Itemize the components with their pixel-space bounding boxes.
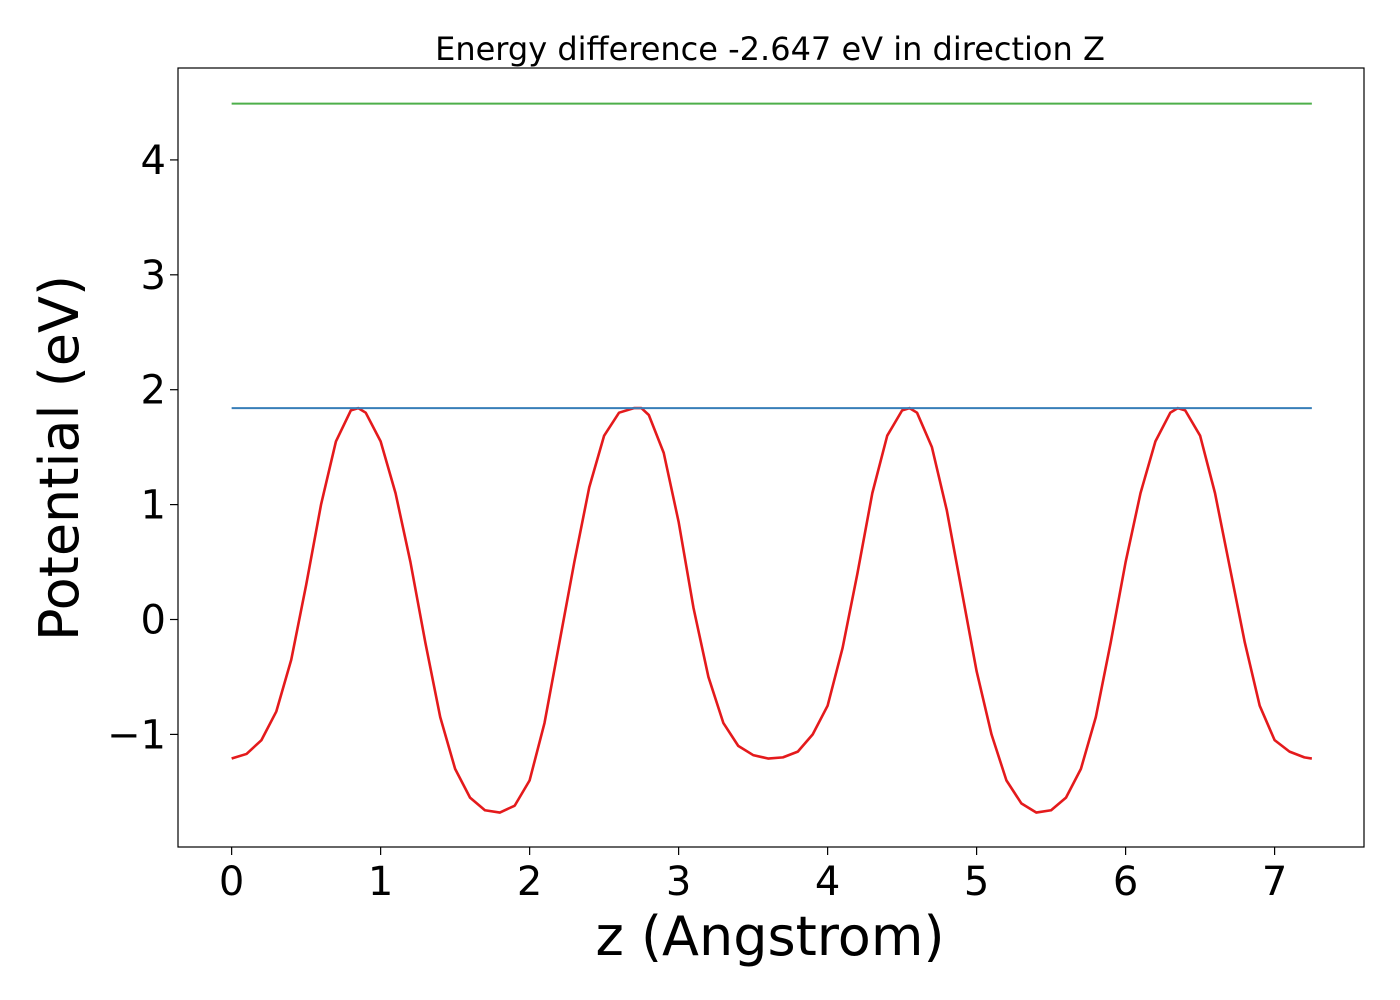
chart-title: Energy difference -2.647 eV in direction… — [435, 30, 1105, 68]
axes-layer: 0 1 2 3 4 5 6 7 −1 0 1 2 3 4 — [107, 67, 1365, 905]
y-tick-label: −1 — [107, 712, 166, 758]
x-axis-title: z (Angstrom) — [595, 905, 944, 968]
series-layer — [231, 102, 1313, 814]
y-tick-label: 2 — [141, 368, 166, 414]
y-tick-label: 3 — [141, 253, 166, 299]
y-tick-label: 4 — [141, 138, 166, 184]
x-tick-label: 0 — [219, 859, 244, 905]
x-tick-label: 5 — [964, 859, 989, 905]
x-tick-label: 6 — [1113, 859, 1138, 905]
x-tick-label: 4 — [815, 859, 840, 905]
plot-frame — [177, 67, 1365, 848]
y-tick-label: 0 — [141, 598, 166, 644]
x-tick-label: 3 — [666, 859, 691, 905]
y-tick-label: 1 — [141, 483, 166, 529]
y-axis-title: Potential (eV) — [28, 275, 91, 641]
x-tick-label: 7 — [1262, 859, 1287, 905]
x-tick-label: 2 — [517, 859, 542, 905]
series-potential-line — [231, 406, 1313, 814]
x-tick-label: 1 — [368, 859, 393, 905]
